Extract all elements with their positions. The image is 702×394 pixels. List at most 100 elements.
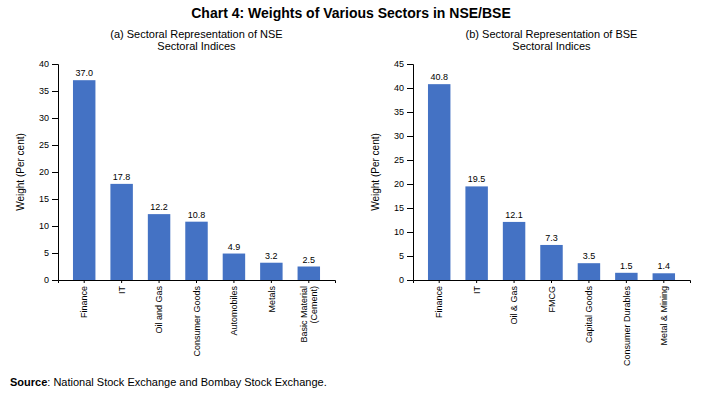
text-line: Automobiles (229, 286, 239, 336)
tick-label: 20 (394, 179, 404, 189)
tick: 20 (39, 167, 58, 177)
tick-mark (407, 208, 413, 209)
tick-label: 25 (39, 140, 49, 150)
text-line: Metal & Mining (659, 286, 669, 346)
data-label: 19.5 (468, 174, 486, 184)
text-line: (b) Sectoral Representation of BSE (466, 28, 638, 40)
axis-line (407, 65, 414, 281)
text-line: Metals (267, 286, 277, 313)
tick: IT (117, 280, 127, 294)
tick-mark (52, 145, 58, 146)
tick-label: IT (472, 285, 482, 294)
tick-mark (407, 112, 413, 113)
data-label: 1.5 (620, 261, 633, 271)
tick: 25 (394, 155, 413, 165)
data-labels: 37.017.812.210.84.93.22.5 (75, 68, 315, 264)
tick-label: 25 (394, 155, 404, 165)
tick-mark (52, 226, 58, 227)
tick: 40 (394, 83, 413, 93)
tick-mark (439, 280, 440, 283)
tick: 35 (39, 86, 58, 96)
tick: 45 (394, 59, 413, 69)
tick-label: FMCG (547, 286, 557, 313)
text-line: Sectoral Indices (512, 40, 591, 52)
tick-label: 0 (44, 275, 49, 285)
text-line: Sectoral Indices (157, 40, 236, 52)
tick-mark (271, 280, 272, 283)
tick-mark (159, 280, 160, 283)
bar (110, 184, 132, 280)
tick-mark (52, 172, 58, 173)
bar (73, 80, 95, 280)
tick-mark (52, 280, 58, 281)
bar (298, 267, 320, 281)
y-axis: 0510152025303540 (39, 59, 59, 285)
tick-label: Basic Material(Cement) (299, 286, 319, 343)
bars (428, 84, 675, 280)
data-label: 10.8 (188, 210, 206, 220)
tick: Basic Material(Cement) (299, 280, 319, 343)
tick-mark (407, 184, 413, 185)
tick-mark (196, 280, 197, 283)
text-line: Consumer Goods (192, 286, 202, 357)
bar (260, 263, 282, 280)
tick-label: Finance (434, 286, 444, 318)
bar (503, 222, 525, 280)
tick: 40 (39, 59, 58, 69)
bar (465, 186, 487, 280)
tick-mark (407, 280, 413, 281)
data-label: 40.8 (430, 72, 448, 82)
text-line: Finance (434, 286, 444, 318)
tick: Finance (434, 280, 444, 318)
tick: Consumer Goods (192, 280, 202, 357)
y-axis-title: Weight (Per cent) (370, 133, 381, 211)
tick: 35 (394, 107, 413, 117)
bars (73, 80, 320, 280)
tick: 10 (39, 221, 58, 231)
tick: 5 (399, 251, 413, 261)
tick-label: 45 (394, 59, 404, 69)
tick-mark (663, 280, 664, 283)
tick: 25 (39, 140, 58, 150)
tick: Metal & Mining (659, 280, 669, 346)
tick: IT (472, 280, 482, 294)
tick-label: 35 (39, 86, 49, 96)
tick: 20 (394, 179, 413, 189)
tick-mark (514, 280, 515, 283)
tick: Finance (79, 280, 89, 318)
panel: 0510152025303540FinanceITOil and GasCons… (15, 28, 336, 357)
tick: 15 (394, 203, 413, 213)
tick-label: Automobiles (229, 286, 239, 336)
tick-mark (407, 160, 413, 161)
source: Source: National Stock Exchange and Bomb… (10, 376, 327, 388)
tick-label: 10 (394, 227, 404, 237)
bar (653, 273, 675, 280)
tick: Oil and Gas (154, 280, 164, 334)
source-text: : National Stock Exchange and Bombay Sto… (47, 376, 326, 388)
text-line: IT (117, 285, 127, 294)
bar (540, 245, 562, 280)
text-line: (a) Sectoral Representation of NSE (110, 28, 282, 40)
data-label: 12.1 (505, 210, 523, 220)
tick: 15 (39, 194, 58, 204)
tick-label: Oil & Gas (509, 286, 519, 325)
text-line: FMCG (547, 286, 557, 313)
tick: Metals (267, 280, 277, 313)
tick-label: Metals (267, 286, 277, 313)
data-label: 4.9 (228, 242, 241, 252)
source-text: Source (10, 376, 47, 388)
tick-mark (407, 64, 413, 65)
tick-mark (308, 280, 309, 283)
axis-line (414, 281, 691, 284)
text-line: IT (472, 285, 482, 294)
chart: Chart 4: Weights of Various Sectors in N… (0, 0, 702, 394)
text-line: (Cement) (309, 286, 319, 324)
tick-label: Consumer Durables (622, 286, 632, 367)
text-line: Capital Goods (584, 286, 594, 344)
tick-mark (84, 280, 85, 283)
data-label: 3.5 (583, 251, 596, 261)
text-line: Oil and Gas (154, 286, 164, 334)
tick-label: IT (117, 285, 127, 294)
tick-mark (52, 64, 58, 65)
tick-mark (52, 199, 58, 200)
